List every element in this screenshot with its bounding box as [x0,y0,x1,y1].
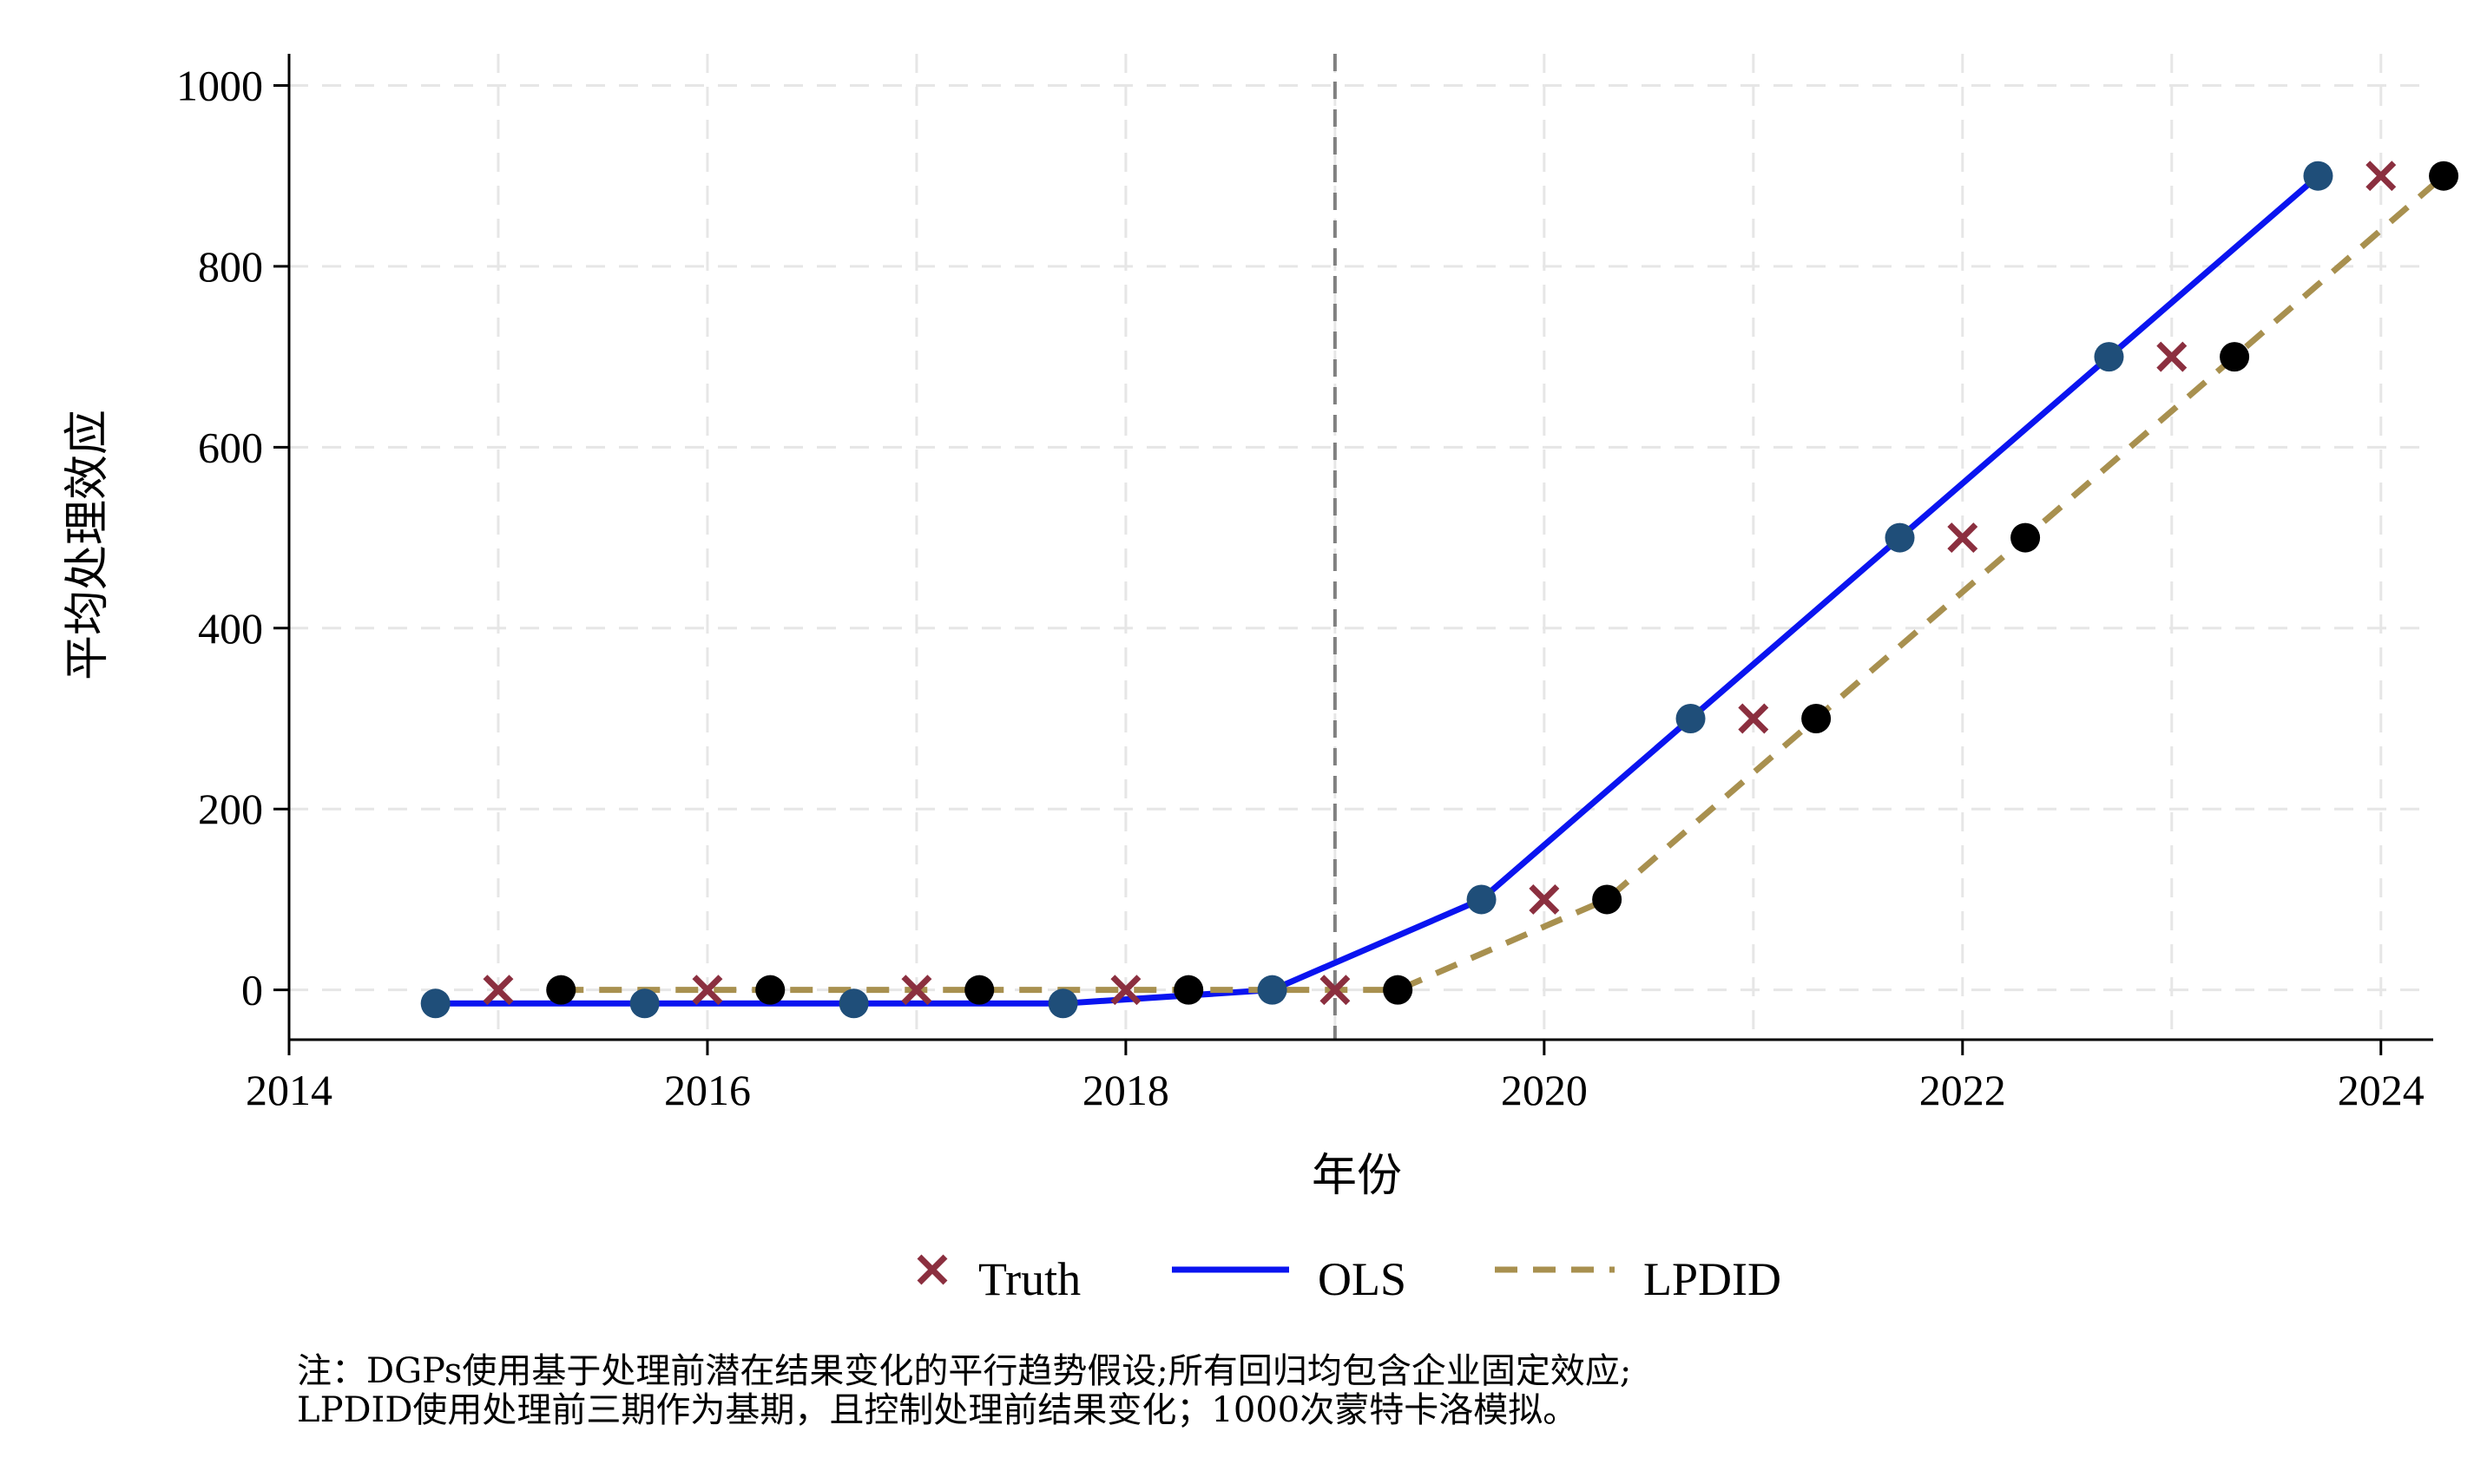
lpdid-point [2010,522,2041,553]
legend: Truth OLS LPDID [917,1253,1781,1305]
series [435,174,2446,1007]
truth-point [1947,522,1978,554]
truth-point [2156,341,2188,372]
lpdid-line [561,174,2446,994]
y-tick-label-800: 800 [198,242,263,291]
ols-point [839,988,869,1019]
y-tick-label-0: 0 [241,966,263,1015]
axes: 0 200 400 600 800 1000 2014 2016 2018 2020 2022 202… [176,54,2433,1114]
ols-point [1675,704,1706,734]
ols-point [1466,884,1497,915]
legend-lpdid-label: LPDID [1643,1253,1781,1305]
x-tick-label-2016: 2016 [664,1066,751,1114]
x-tick-label-2024: 2024 [2338,1066,2425,1114]
y-tick-label-1000: 1000 [176,61,263,109]
truth-point [692,975,723,1006]
y-tick-label-400: 400 [198,604,263,653]
legend-item-ols: OLS [1172,1253,1406,1305]
grid [287,54,2433,1040]
y-tick-label-200: 200 [198,785,263,833]
ols-point [1885,522,1915,553]
lpdid-point [546,975,576,1005]
lpdid-point [755,975,786,1005]
ols-point [1257,975,1287,1005]
markers [420,161,2459,1019]
y-tick-label-600: 600 [198,423,263,471]
truth-point [483,975,514,1006]
truth-point [901,975,932,1006]
truth-point [1319,975,1351,1006]
ols-point [629,988,660,1019]
lpdid-point [1592,884,1622,915]
legend-truth-marker [917,1254,948,1285]
truth-point [2365,161,2397,192]
ols-point [1048,988,1078,1019]
truth-point [1529,883,1560,915]
lpdid-point [1383,975,1413,1005]
x-tick-label-2014: 2014 [246,1066,332,1114]
y-axis-title: 平均处理效应 [62,410,114,680]
lpdid-point [2220,342,2250,372]
lpdid-point [1801,704,1832,734]
x-tick-label-2020: 2020 [1501,1066,1588,1114]
lpdid-point [2429,161,2459,191]
lpdid-point [1174,975,1204,1005]
note-line-2: LPDID使用处理前三期作为基期，且控制处理前结果变化；1000次蒙特卡洛模拟。 [297,1390,1577,1430]
legend-item-truth: Truth [917,1253,1081,1305]
note-line-1: 注：DGPs使用基于处理前潜在结果变化的平行趋势假设;所有回归均包含企业固定效应… [297,1351,1631,1391]
x-axis-title: 年份 [1312,1150,1402,1202]
lpdid-point [964,975,995,1005]
ols-point [2303,161,2333,191]
legend-ols-label: OLS [1318,1253,1406,1305]
legend-item-lpdid: LPDID [1495,1253,1781,1305]
ols-point [2094,342,2124,372]
x-tick-label-2022: 2022 [1919,1066,2006,1114]
ols-point [420,988,451,1019]
truth-point [1110,975,1142,1006]
x-tick-label-2018: 2018 [1082,1066,1169,1114]
truth-point [1738,703,1769,734]
ols-line [435,174,2320,1007]
legend-truth-label: Truth [978,1253,1081,1305]
